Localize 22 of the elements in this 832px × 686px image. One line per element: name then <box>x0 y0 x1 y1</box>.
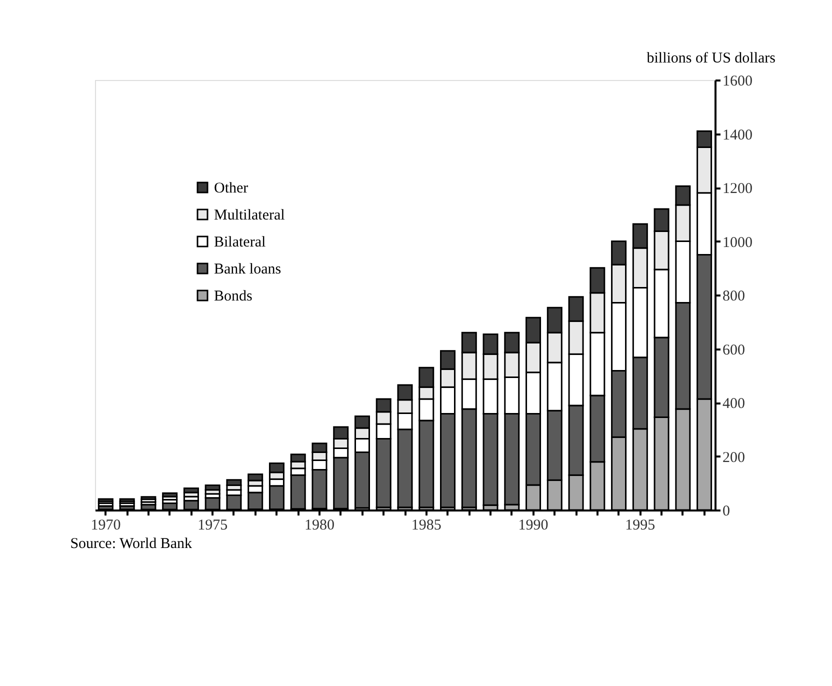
legend-label: Multilateral <box>214 208 285 224</box>
y-tick-label: 1600 <box>722 74 752 90</box>
y-axis-title: billions of US dollars <box>646 50 776 66</box>
y-tick-label: 600 <box>722 342 745 358</box>
y-tick-label: 400 <box>722 396 745 412</box>
y-tick-label: 800 <box>722 288 745 304</box>
y-tick-label: 1400 <box>722 127 752 144</box>
legend-label: Bank loans <box>214 262 282 278</box>
x-tick-label: 1985 <box>411 518 442 534</box>
y-tick-label: 200 <box>722 450 745 466</box>
x-tick-label: 1980 <box>304 518 334 534</box>
x-tick-label: 1975 <box>198 518 228 534</box>
y-tick-label: 1200 <box>722 181 752 197</box>
x-tick-label: 1970 <box>90 518 121 534</box>
y-tick-label: 0 <box>722 504 730 520</box>
legend-label: Bonds <box>214 288 253 304</box>
y-tick-label: 1000 <box>722 234 752 251</box>
x-tick-label: 1995 <box>625 518 656 534</box>
legend-label: Bilateral <box>214 234 266 250</box>
x-tick-label: 1990 <box>518 518 548 534</box>
source-note: Source: World Bank <box>70 536 193 552</box>
legend-label: Other <box>214 180 248 196</box>
